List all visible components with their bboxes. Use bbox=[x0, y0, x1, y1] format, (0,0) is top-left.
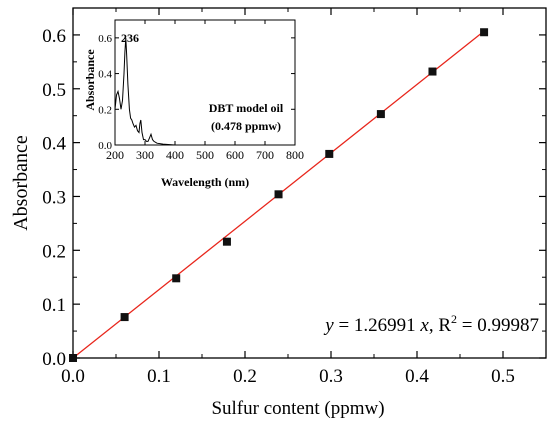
equation-r-sup: 2 bbox=[451, 312, 457, 326]
y-tick-label: 0.6 bbox=[42, 26, 66, 47]
data-point bbox=[428, 67, 437, 76]
equation-y: y bbox=[323, 315, 334, 336]
inset-x-axis-label: Wavelength (nm) bbox=[161, 175, 249, 189]
data-point bbox=[376, 110, 385, 119]
inset-x-tick-label: 500 bbox=[196, 148, 214, 162]
inset-peak-label: 236 bbox=[121, 31, 139, 45]
x-tick-label: 0.1 bbox=[147, 366, 171, 387]
inset-x-tick-label: 300 bbox=[136, 148, 154, 162]
y-tick-label: 0.2 bbox=[42, 241, 66, 262]
inset-chart: 200 300 400 500 600 700 800 0.0 0.2 0.4 0.6 Wavele… bbox=[83, 19, 304, 189]
inset-x-tick-label: 200 bbox=[106, 148, 124, 162]
data-point bbox=[325, 149, 334, 158]
inset-plot-frame bbox=[114, 19, 296, 146]
main-axis-ticks bbox=[72, 8, 546, 359]
main-plot-frame bbox=[72, 7, 547, 359]
y-tick-label: 0.3 bbox=[42, 187, 66, 208]
equation-r: , R bbox=[429, 315, 452, 336]
y-tick-label: 0.4 bbox=[42, 134, 66, 155]
x-tick-label: 0.5 bbox=[491, 366, 515, 387]
y-tick-label: 0.1 bbox=[42, 295, 66, 316]
y-tick-label: 0.0 bbox=[42, 349, 66, 370]
inset-axis-ticks bbox=[114, 20, 296, 146]
equation-r-val: = 0.99987 bbox=[457, 315, 539, 336]
x-axis-label: Sulfur content (ppmw) bbox=[211, 398, 384, 419]
data-point bbox=[172, 274, 181, 283]
inset-y-axis-label: Absorbance bbox=[83, 49, 97, 111]
data-point bbox=[120, 313, 129, 322]
inset-x-tick-label: 700 bbox=[256, 148, 274, 162]
y-axis-label: Absorbance bbox=[10, 135, 32, 231]
inset-y-tick-label: 0.4 bbox=[98, 69, 112, 81]
data-point bbox=[69, 354, 77, 362]
data-point bbox=[480, 28, 489, 37]
main-data-points bbox=[69, 28, 489, 362]
equation-x: x bbox=[419, 315, 429, 336]
inset-spectrum-line bbox=[114, 37, 295, 146]
inset-x-tick-label: 800 bbox=[286, 148, 304, 162]
inset-x-tick-label: 400 bbox=[166, 148, 184, 162]
x-tick-label: 0.0 bbox=[61, 366, 85, 387]
inset-y-tick-label: 0.2 bbox=[98, 104, 112, 116]
equation-eq: = 1.26991 bbox=[334, 315, 421, 336]
inset-tick-labels: 200 300 400 500 600 700 800 0.0 0.2 0.4 0.6 bbox=[98, 33, 304, 162]
inset-concentration-label: (0.478 ppmw) bbox=[211, 119, 281, 133]
x-tick-label: 0.2 bbox=[233, 366, 257, 387]
fit-equation: y = 1.26991 x, R2 = 0.99987 bbox=[323, 312, 539, 336]
data-point bbox=[274, 190, 283, 199]
inset-y-tick-label: 0.0 bbox=[98, 140, 112, 152]
y-tick-label: 0.5 bbox=[42, 80, 66, 101]
data-point bbox=[222, 237, 231, 246]
inset-x-tick-label: 600 bbox=[226, 148, 244, 162]
inset-sample-label: DBT model oil bbox=[209, 101, 284, 115]
x-tick-label: 0.3 bbox=[319, 366, 343, 387]
main-tick-labels: 0.0 0.1 0.2 0.3 0.4 0.5 0.0 0.1 0.2 0.3 0.4 0.5 0.6 bbox=[42, 26, 515, 387]
x-tick-label: 0.4 bbox=[405, 366, 429, 387]
inset-y-tick-label: 0.6 bbox=[98, 33, 112, 45]
